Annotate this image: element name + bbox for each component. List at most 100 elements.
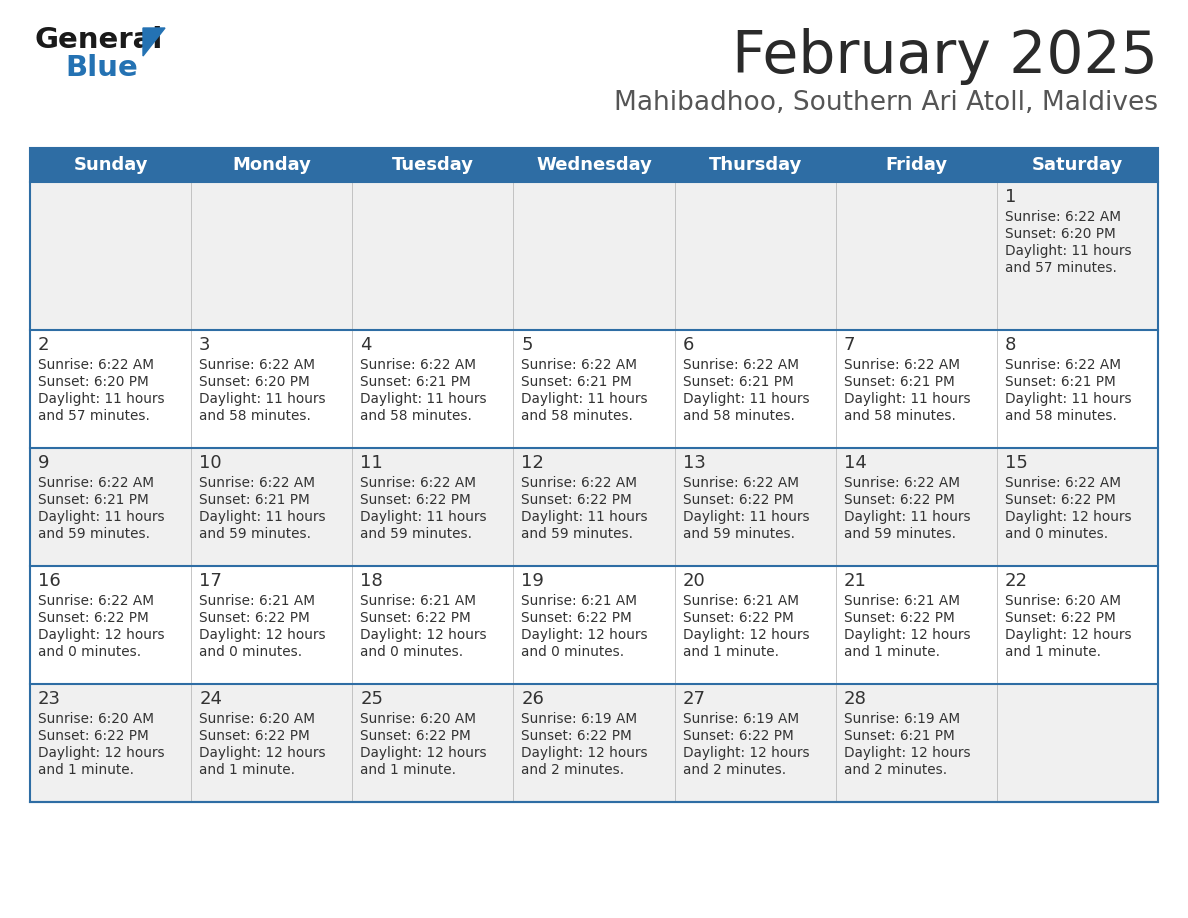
Text: General: General [34,26,164,54]
Text: Sunset: 6:22 PM: Sunset: 6:22 PM [200,611,310,625]
Text: Daylight: 12 hours: Daylight: 12 hours [360,628,487,642]
Text: and 59 minutes.: and 59 minutes. [683,527,795,541]
Bar [30,148,1158,802]
Text: Sunset: 6:20 PM: Sunset: 6:20 PM [38,375,148,389]
Text: Daylight: 11 hours: Daylight: 11 hours [522,392,647,406]
Text: 9: 9 [38,454,50,472]
Text: 7: 7 [843,336,855,354]
Text: 13: 13 [683,454,706,472]
Text: Sunrise: 6:22 AM: Sunrise: 6:22 AM [843,358,960,372]
Text: Thursday: Thursday [708,156,802,174]
Text: Sunrise: 6:21 AM: Sunrise: 6:21 AM [522,594,638,608]
Text: Daylight: 12 hours: Daylight: 12 hours [1005,628,1131,642]
Text: and 58 minutes.: and 58 minutes. [200,409,311,423]
Text: Sunrise: 6:19 AM: Sunrise: 6:19 AM [683,712,798,726]
Text: Sunset: 6:22 PM: Sunset: 6:22 PM [522,493,632,507]
Text: Sunrise: 6:20 AM: Sunrise: 6:20 AM [360,712,476,726]
Text: and 2 minutes.: and 2 minutes. [683,763,785,777]
Text: and 58 minutes.: and 58 minutes. [683,409,795,423]
Text: Daylight: 12 hours: Daylight: 12 hours [683,746,809,760]
Text: Mahibadhoo, Southern Ari Atoll, Maldives: Mahibadhoo, Southern Ari Atoll, Maldives [614,90,1158,116]
Bar [30,148,1158,182]
Text: Daylight: 12 hours: Daylight: 12 hours [38,628,165,642]
Text: Sunset: 6:21 PM: Sunset: 6:21 PM [360,375,470,389]
Text: Sunrise: 6:22 AM: Sunrise: 6:22 AM [200,476,315,490]
Text: Daylight: 11 hours: Daylight: 11 hours [1005,392,1131,406]
Bar [30,448,1158,566]
Text: Sunset: 6:21 PM: Sunset: 6:21 PM [38,493,148,507]
Bar [30,182,1158,330]
Text: Sunrise: 6:21 AM: Sunrise: 6:21 AM [843,594,960,608]
Text: Blue: Blue [65,54,138,82]
Text: Sunrise: 6:22 AM: Sunrise: 6:22 AM [360,476,476,490]
Text: 23: 23 [38,690,61,708]
Text: 5: 5 [522,336,533,354]
Text: Daylight: 12 hours: Daylight: 12 hours [522,746,647,760]
Text: 1: 1 [1005,188,1016,206]
Text: Daylight: 11 hours: Daylight: 11 hours [1005,244,1131,258]
Text: Sunset: 6:22 PM: Sunset: 6:22 PM [683,493,794,507]
Text: 24: 24 [200,690,222,708]
Text: 19: 19 [522,572,544,590]
Text: and 57 minutes.: and 57 minutes. [38,409,150,423]
Text: Sunset: 6:20 PM: Sunset: 6:20 PM [200,375,310,389]
Text: Daylight: 12 hours: Daylight: 12 hours [200,746,326,760]
Text: and 58 minutes.: and 58 minutes. [1005,409,1117,423]
Text: 21: 21 [843,572,866,590]
Text: 22: 22 [1005,572,1028,590]
Text: Sunset: 6:22 PM: Sunset: 6:22 PM [200,729,310,743]
Text: and 1 minute.: and 1 minute. [1005,645,1101,659]
Text: Sunrise: 6:22 AM: Sunrise: 6:22 AM [683,476,798,490]
Text: 11: 11 [360,454,383,472]
Text: 16: 16 [38,572,61,590]
Text: Sunrise: 6:22 AM: Sunrise: 6:22 AM [1005,210,1120,224]
Text: and 2 minutes.: and 2 minutes. [843,763,947,777]
Text: 15: 15 [1005,454,1028,472]
Text: Sunset: 6:22 PM: Sunset: 6:22 PM [843,493,954,507]
Text: and 0 minutes.: and 0 minutes. [38,645,141,659]
Text: Daylight: 12 hours: Daylight: 12 hours [843,628,971,642]
Text: Wednesday: Wednesday [536,156,652,174]
Text: Daylight: 12 hours: Daylight: 12 hours [683,628,809,642]
Text: and 58 minutes.: and 58 minutes. [522,409,633,423]
Text: Sunset: 6:22 PM: Sunset: 6:22 PM [360,729,470,743]
Text: Daylight: 11 hours: Daylight: 11 hours [843,392,971,406]
Text: Daylight: 12 hours: Daylight: 12 hours [843,746,971,760]
Text: Daylight: 12 hours: Daylight: 12 hours [200,628,326,642]
Text: Monday: Monday [233,156,311,174]
Text: Daylight: 11 hours: Daylight: 11 hours [38,392,165,406]
Text: and 1 minute.: and 1 minute. [200,763,295,777]
Text: Sunset: 6:22 PM: Sunset: 6:22 PM [522,611,632,625]
Text: Daylight: 11 hours: Daylight: 11 hours [522,510,647,524]
Text: and 57 minutes.: and 57 minutes. [1005,261,1117,275]
Text: and 0 minutes.: and 0 minutes. [200,645,302,659]
Text: Sunrise: 6:22 AM: Sunrise: 6:22 AM [38,358,154,372]
Text: Daylight: 11 hours: Daylight: 11 hours [360,392,487,406]
Text: Sunrise: 6:21 AM: Sunrise: 6:21 AM [200,594,315,608]
Text: Sunrise: 6:22 AM: Sunrise: 6:22 AM [522,476,638,490]
Text: Sunset: 6:21 PM: Sunset: 6:21 PM [843,375,954,389]
Text: Sunrise: 6:22 AM: Sunrise: 6:22 AM [38,594,154,608]
Text: Sunrise: 6:22 AM: Sunrise: 6:22 AM [522,358,638,372]
Text: 17: 17 [200,572,222,590]
Text: Daylight: 12 hours: Daylight: 12 hours [360,746,487,760]
Text: Sunset: 6:22 PM: Sunset: 6:22 PM [522,729,632,743]
Text: and 2 minutes.: and 2 minutes. [522,763,625,777]
Text: Sunrise: 6:22 AM: Sunrise: 6:22 AM [1005,476,1120,490]
Text: 12: 12 [522,454,544,472]
Text: Daylight: 11 hours: Daylight: 11 hours [843,510,971,524]
Text: and 1 minute.: and 1 minute. [843,645,940,659]
Text: Daylight: 11 hours: Daylight: 11 hours [200,392,326,406]
Text: and 59 minutes.: and 59 minutes. [200,527,311,541]
Text: 26: 26 [522,690,544,708]
Text: Sunrise: 6:22 AM: Sunrise: 6:22 AM [360,358,476,372]
Text: and 0 minutes.: and 0 minutes. [360,645,463,659]
Text: Sunset: 6:22 PM: Sunset: 6:22 PM [360,493,470,507]
Text: Sunset: 6:20 PM: Sunset: 6:20 PM [1005,227,1116,241]
Text: and 1 minute.: and 1 minute. [360,763,456,777]
Text: Sunrise: 6:19 AM: Sunrise: 6:19 AM [843,712,960,726]
Bar [30,684,1158,802]
Text: Sunset: 6:22 PM: Sunset: 6:22 PM [683,611,794,625]
Text: Sunset: 6:22 PM: Sunset: 6:22 PM [1005,611,1116,625]
Text: Daylight: 12 hours: Daylight: 12 hours [38,746,165,760]
